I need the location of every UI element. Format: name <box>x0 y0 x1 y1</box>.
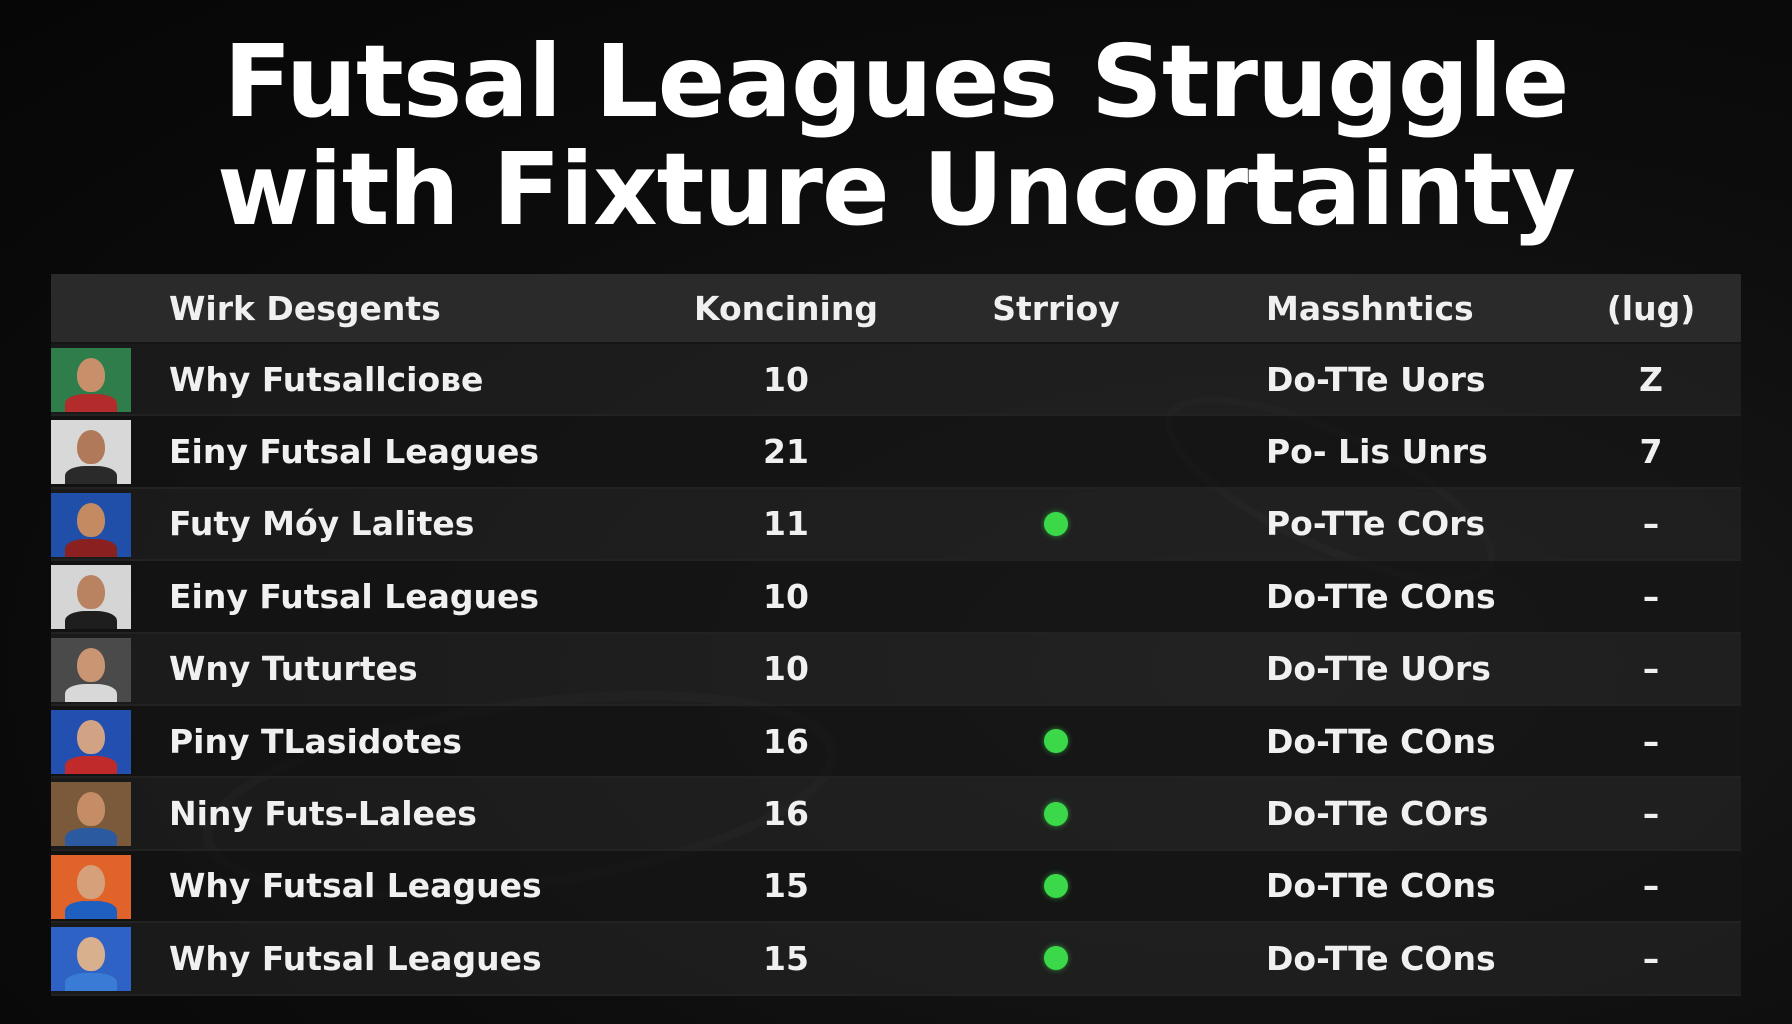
row-last: – <box>1642 721 1660 761</box>
row-status <box>951 634 1161 704</box>
table-row[interactable]: Why Futsal Leagues 15 Do-TTe COns – <box>51 923 1741 996</box>
avatar-face <box>77 430 105 465</box>
header-last[interactable]: (lug) <box>1606 288 1696 328</box>
row-name: Niny Futs-Lalees <box>169 794 477 834</box>
row-count: 16 <box>763 721 809 761</box>
avatar-shirt <box>65 828 117 847</box>
row-meta: Do-TTe COns <box>1266 938 1496 978</box>
row-last: – <box>1642 504 1660 544</box>
row-last: 7 <box>1639 432 1663 472</box>
avatar-face <box>77 719 105 754</box>
header-count[interactable]: Koncining <box>694 288 878 328</box>
row-meta: Po-TTe COrs <box>1266 504 1486 544</box>
avatar-shirt <box>65 900 117 919</box>
avatar-shirt <box>65 611 117 630</box>
row-name: Why Futsallcioвe <box>169 359 484 399</box>
page-title: Futsal Leagues Struggle with Fixture Unc… <box>0 28 1792 244</box>
avatar-face <box>77 502 105 537</box>
status-dot-icon <box>1044 873 1068 898</box>
avatar-face <box>77 792 105 827</box>
row-count: 10 <box>763 576 809 616</box>
row-meta: Do-TTe COns <box>1266 721 1496 761</box>
row-status <box>951 416 1161 486</box>
title-line-2: with Fixture Uncortainty <box>217 131 1576 248</box>
league-table: Wirk Desgents Koncining Strrioy Masshnti… <box>51 274 1741 996</box>
row-name: Piny TLasidotes <box>169 721 462 761</box>
avatar-shirt <box>65 683 117 702</box>
avatar-shirt <box>65 538 117 557</box>
avatar-face <box>77 647 105 682</box>
header-status[interactable]: Strrioy <box>992 288 1120 328</box>
row-meta: Do-TTe COns <box>1266 866 1496 906</box>
player-avatar <box>51 854 131 919</box>
header-meta[interactable]: Masshntics <box>1266 288 1474 328</box>
row-last: – <box>1642 938 1660 978</box>
row-count: 16 <box>763 794 809 834</box>
player-avatar <box>51 348 131 412</box>
row-status <box>951 706 1161 776</box>
row-meta: Do-TTe COns <box>1266 576 1496 616</box>
avatar-face <box>77 358 105 392</box>
row-name: Wny Tuturtes <box>169 649 418 689</box>
table-row[interactable]: Niny Futs-Lalees 16 Do-TTe COrs – <box>51 778 1741 851</box>
player-avatar <box>51 709 131 774</box>
row-count: 15 <box>763 866 809 906</box>
row-name: Why Futsal Leagues <box>169 938 542 978</box>
row-status <box>951 923 1161 993</box>
table-body: Why Futsallcioвe 10 Do-TTe Uors Z Einy Futsa… <box>51 344 1741 996</box>
row-last: – <box>1642 649 1660 689</box>
row-count: 11 <box>763 504 809 544</box>
avatar-shirt <box>65 394 117 412</box>
row-name: Einy Futsal Leagues <box>169 432 540 472</box>
row-count: 15 <box>763 938 809 978</box>
avatar-face <box>77 575 105 610</box>
table-row[interactable]: Why Futsal Leagues 15 Do-TTe COns – <box>51 850 1741 924</box>
row-name: Why Futsal Leagues <box>169 866 542 906</box>
row-count: 21 <box>763 432 809 472</box>
player-avatar <box>51 492 131 557</box>
player-avatar <box>51 637 131 702</box>
avatar-shirt <box>65 973 117 992</box>
row-status <box>951 489 1161 559</box>
row-status <box>951 561 1161 631</box>
table-row[interactable]: Why Futsallcioвe 10 Do-TTe Uors Z <box>51 344 1741 417</box>
row-status <box>951 344 1161 414</box>
player-avatar <box>51 565 131 630</box>
header-name[interactable]: Wirk Desgents <box>169 288 441 328</box>
row-status <box>951 778 1161 848</box>
row-status <box>951 851 1161 921</box>
row-last: – <box>1642 794 1660 834</box>
player-avatar <box>51 420 131 485</box>
avatar-shirt <box>65 466 117 485</box>
status-dot-icon <box>1044 801 1068 826</box>
avatar-shirt <box>65 755 117 774</box>
table-row[interactable]: Einy Futsal Leagues 21 Po- Lis Unrs 7 <box>51 416 1741 489</box>
player-avatar <box>51 927 131 992</box>
row-name: Einy Futsal Leagues <box>169 576 540 616</box>
title-line-1: Futsal Leagues Struggle <box>223 23 1570 140</box>
status-dot-icon <box>1044 511 1068 536</box>
player-avatar <box>51 782 131 847</box>
row-name: Futy Móy Lalites <box>169 504 475 544</box>
table-row[interactable]: Futy Móy Lalites 11 Po-TTe COrs – <box>51 488 1741 562</box>
table-header-row: Wirk Desgents Koncining Strrioy Masshnti… <box>51 274 1741 344</box>
status-dot-icon <box>1044 946 1068 971</box>
table-row[interactable]: Wny Tuturtes 10 Do-TTe UOrs – <box>51 633 1741 706</box>
status-dot-icon <box>1044 729 1068 754</box>
table-row[interactable]: Piny TLasidotes 16 Do-TTe COns – <box>51 705 1741 779</box>
row-meta: Do-TTe Uors <box>1266 359 1486 399</box>
row-meta: Po- Lis Unrs <box>1266 432 1488 472</box>
row-meta: Do-TTe UOrs <box>1266 649 1491 689</box>
avatar-face <box>77 937 105 972</box>
avatar-face <box>77 864 105 899</box>
row-last: – <box>1642 866 1660 906</box>
row-count: 10 <box>763 359 809 399</box>
row-last: Z <box>1639 359 1663 399</box>
row-last: – <box>1642 576 1660 616</box>
table-row[interactable]: Einy Futsal Leagues 10 Do-TTe COns – <box>51 561 1741 634</box>
row-count: 10 <box>763 649 809 689</box>
row-meta: Do-TTe COrs <box>1266 794 1489 834</box>
